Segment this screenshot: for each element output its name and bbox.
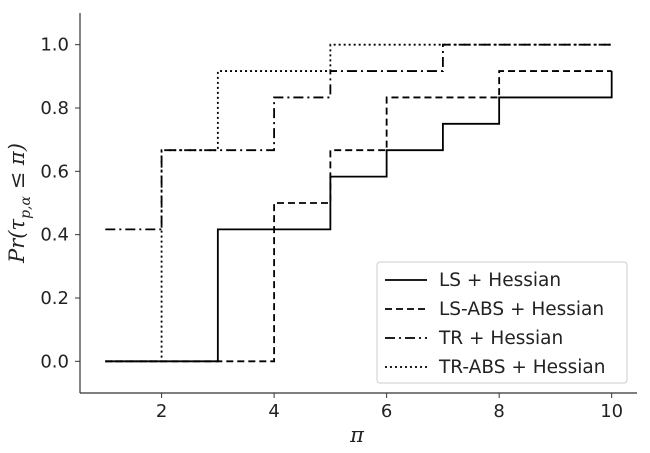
series-line-1 (105, 71, 613, 363)
ticks: 2 4 6 8 10 0.0 0.2 0.4 0.6 0.8 1.0 (40, 35, 623, 422)
legend-items: LS + Hessian LS-ABS + Hessian TR + Hessian… (385, 270, 605, 378)
x-axis-label: π (349, 423, 365, 447)
x-tick-label: 10 (600, 401, 623, 422)
series-layer (105, 43, 613, 363)
x-tick-label: 2 (156, 401, 167, 422)
y-tick-label: 0.6 (40, 161, 69, 182)
legend: LS + Hessian LS-ABS + Hessian TR + Hessian… (376, 261, 628, 384)
y-axis-label: Pr(τp,α ≤ π) (5, 143, 34, 264)
x-tick-label: 4 (268, 401, 279, 422)
axes (79, 13, 637, 394)
legend-label-1: LS + Hessian (439, 270, 561, 291)
legend-label-2: LS-ABS + Hessian (439, 299, 604, 320)
legend-label-3: TR + Hessian (438, 328, 563, 349)
legend-label-4: TR-ABS + Hessian (438, 357, 605, 378)
y-tick-label: 0.8 (40, 98, 69, 119)
y-tick-label: 0.0 (40, 351, 69, 372)
y-tick-label: 0.2 (40, 288, 69, 309)
series-line-3 (105, 43, 612, 231)
x-tick-label: 8 (493, 401, 504, 422)
legend-frame (376, 261, 628, 384)
y-tick-label: 1.0 (40, 35, 69, 56)
series-line-4 (105, 43, 612, 363)
series-line-2 (105, 70, 612, 363)
y-tick-label: 0.4 (40, 225, 69, 246)
x-tick-label: 6 (381, 401, 392, 422)
